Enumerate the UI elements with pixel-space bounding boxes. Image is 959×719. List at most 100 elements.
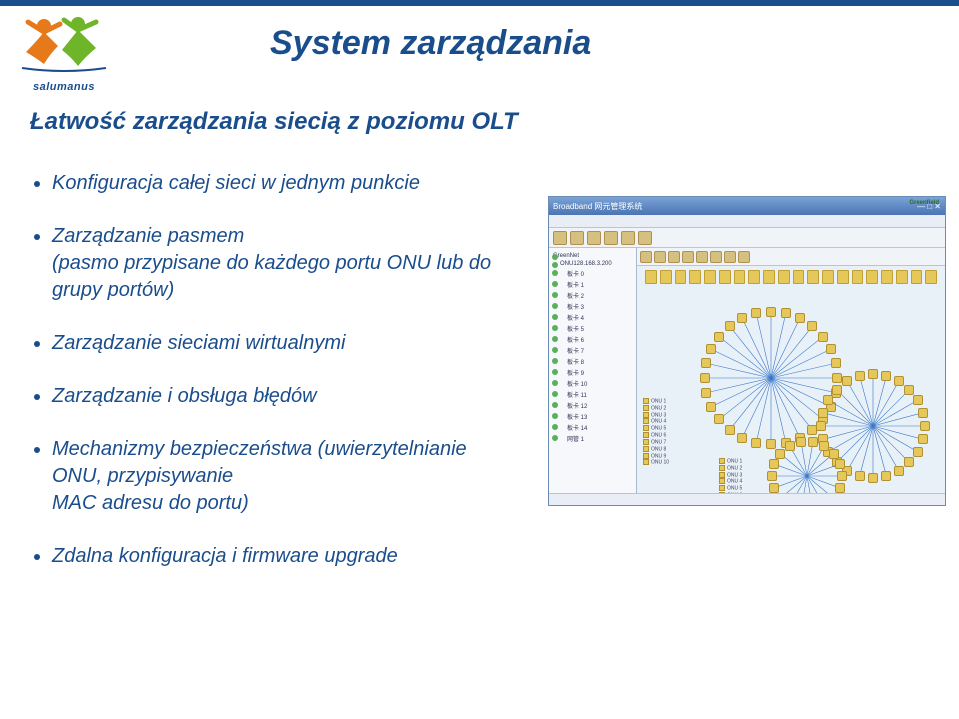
toolbar-icon [587,231,601,245]
device-row [645,270,937,288]
onu-node [831,358,841,368]
onu-node [725,425,735,435]
topology-ring [769,438,845,493]
onu-node [706,344,716,354]
logo-figures [14,14,114,74]
onu-node [904,385,914,395]
onu-node [826,344,836,354]
onu-node [795,313,805,323]
onu-node [766,307,776,317]
onu-node [818,332,828,342]
toolbar-icon [654,251,666,263]
onu-node [855,471,865,481]
device-icon [689,270,701,284]
onu-node [714,414,724,424]
onu-node [868,473,878,483]
device-icon [837,270,849,284]
window-titlebar: Broadband 网元管理系统 ― □ ✕ [549,197,945,215]
onu-node [714,332,724,342]
onu-node [913,395,923,405]
onu-node [725,321,735,331]
page-title: System zarządzania [270,24,591,63]
onu-legend-item: ONU 1 [719,458,745,465]
statusbar [549,493,945,505]
logo-text: salumanus [14,81,114,93]
onu-node [706,402,716,412]
onu-node [701,388,711,398]
onu-node [842,376,852,386]
onu-node [881,371,891,381]
onu-legend-item: ONU 5 [719,485,745,492]
bullet-item: Konfiguracja całej sieci w jednym punkci… [30,170,520,197]
tree-node: 板卡 11 [551,389,634,400]
onu-node [823,395,833,405]
tree-node: 板卡 8 [551,356,634,367]
onu-node [829,449,839,459]
device-icon [866,270,878,284]
toolbar-icon [604,231,618,245]
onu-node [816,421,826,431]
device-icon [719,270,731,284]
onu-legend: ONU 1ONU 2ONU 3ONU 4ONU 5ONU 6ONU 7ONU 8… [643,398,669,466]
tree-node: 板卡 3 [551,301,634,312]
onu-node [767,471,777,481]
device-icon [925,270,937,284]
onu-legend-item: ONU 3 [719,472,745,479]
app-toolbar: Greenfield [549,228,945,248]
device-icon [704,270,716,284]
onu-legend-item: ONU 5 [643,425,669,432]
onu-node [855,371,865,381]
onu-node [835,459,845,469]
tree-node: ONU128.168.3.200 [551,260,634,268]
onu-node [868,369,878,379]
onu-legend-item: ONU 6 [643,432,669,439]
toolbar-icon [640,251,652,263]
toolbar-icon [570,231,584,245]
onu-node [785,441,795,451]
onu-legend-item: ONU 7 [643,439,669,446]
bullet-item: Zarządzanie pasmem (pasmo przypisane do … [30,223,520,304]
device-icon [793,270,805,284]
device-icon [748,270,760,284]
onu-legend-item: ONU 2 [719,465,745,472]
device-icon [763,270,775,284]
subtitle: Łatwość zarządzania siecią z poziomu OLT [30,108,518,136]
onu-node [913,447,923,457]
onu-node [819,441,829,451]
onu-node [904,457,914,467]
onu-node [918,408,928,418]
onu-node [737,433,747,443]
onu-node [796,437,806,447]
window-title: Broadband 网元管理系统 [553,201,642,212]
onu-node [807,321,817,331]
onu-node [700,373,710,383]
tree-node: 板卡 2 [551,290,634,301]
device-icon [896,270,908,284]
toolbar-icon [696,251,708,263]
device-icon [778,270,790,284]
tree-node: 板卡 10 [551,378,634,389]
toolbar-icon [638,231,652,245]
device-icon [675,270,687,284]
onu-legend-item: ONU 10 [643,459,669,466]
onu-node [737,313,747,323]
screenshot-body: GreenNetONU128.168.3.200板卡 0板卡 1板卡 2板卡 3… [549,248,945,493]
toolbar-icon [682,251,694,263]
tree-node: 板卡 4 [551,312,634,323]
onu-node [894,466,904,476]
device-icon [852,270,864,284]
onu-node [818,408,828,418]
onu-node [835,483,845,493]
onu-legend-item: ONU 1 [643,398,669,405]
device-icon [822,270,834,284]
brand-badge: Greenfield [909,200,939,206]
onu-legend-item: ONU 3 [643,412,669,419]
toolbar-icon [621,231,635,245]
onu-node [881,471,891,481]
onu-node [920,421,930,431]
device-icon [881,270,893,284]
topology-panel: ONU 1ONU 2ONU 3ONU 4ONU 5ONU 6ONU 7ONU 8… [637,248,945,493]
logo: salumanus [14,14,114,93]
tree-node: 网管 1 [551,433,634,444]
toolbar-icon [668,251,680,263]
